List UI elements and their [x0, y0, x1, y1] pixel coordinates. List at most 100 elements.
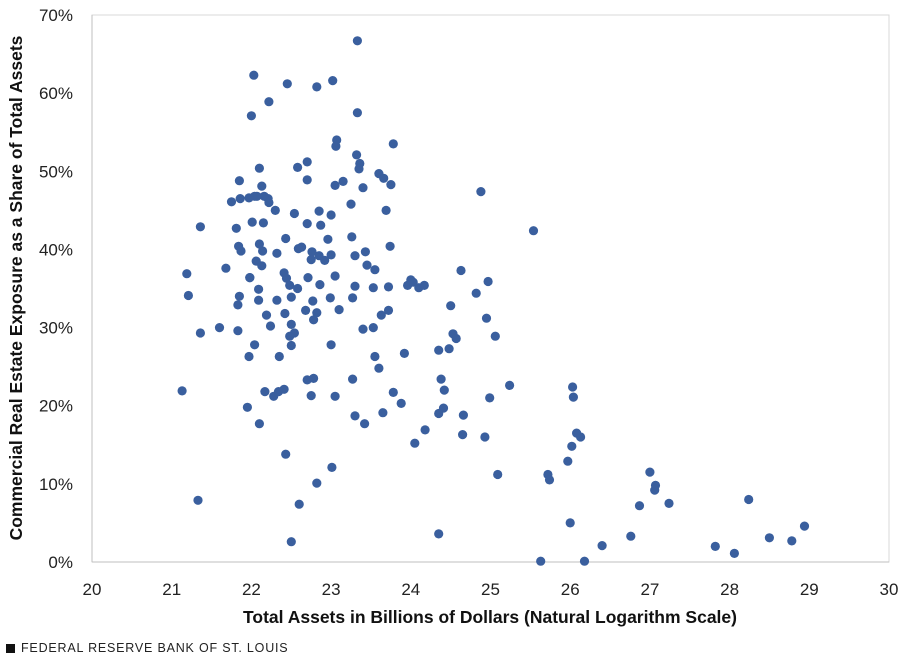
data-point [286, 340, 296, 351]
data-point [434, 408, 444, 419]
x-tick-label: 29 [800, 580, 819, 599]
data-point [308, 296, 318, 306]
data-point [312, 478, 322, 488]
data-point [476, 187, 486, 197]
data-point [483, 276, 493, 287]
y-axis-title: Commercial Real Estate Exposure as a Sha… [6, 35, 26, 540]
data-point [302, 219, 312, 229]
data-point [451, 333, 461, 344]
data-point [252, 191, 262, 201]
data-point [282, 79, 292, 89]
data-point [330, 271, 340, 281]
x-tick-label: 26 [561, 580, 580, 599]
x-tick-label: 20 [83, 580, 102, 599]
data-point [352, 36, 362, 46]
data-point [195, 222, 205, 232]
data-point [246, 111, 256, 121]
data-point [376, 310, 386, 320]
y-tick-label: 30% [39, 319, 73, 338]
data-point [280, 308, 290, 319]
data-point [235, 194, 245, 204]
data-point [289, 208, 299, 219]
data-point [396, 398, 406, 408]
data-point [481, 313, 492, 323]
data-point [302, 157, 312, 167]
data-point [286, 319, 296, 329]
data-point [316, 220, 326, 230]
data-point [285, 280, 295, 290]
data-point [303, 273, 313, 283]
data-point [568, 382, 578, 392]
data-point [348, 374, 358, 384]
data-point [664, 498, 674, 508]
footer-text: FEDERAL RESERVE BANK OF ST. LOUIS [21, 641, 289, 655]
data-point [234, 176, 244, 186]
data-point [254, 284, 264, 294]
square-bullet-icon [6, 643, 15, 653]
data-point [388, 387, 398, 397]
data-point [338, 176, 348, 186]
data-point [294, 499, 304, 509]
x-axis-title: Total Assets in Billions of Dollars (Nat… [243, 607, 737, 627]
data-point [352, 108, 362, 118]
data-point [272, 248, 282, 258]
data-point [471, 288, 481, 298]
data-point [505, 380, 515, 390]
data-point [480, 432, 490, 442]
y-tick-label: 70% [39, 6, 73, 25]
data-point [383, 282, 394, 292]
data-point [236, 246, 246, 256]
data-point [231, 223, 241, 233]
data-point [293, 283, 303, 294]
data-point [360, 419, 370, 429]
data-point [458, 410, 468, 420]
data-point [446, 301, 456, 311]
data-point [381, 205, 391, 215]
data-point [233, 300, 243, 310]
data-point [379, 173, 389, 183]
data-point [257, 181, 267, 191]
data-point [177, 386, 187, 396]
data-point [729, 548, 740, 559]
data-point [358, 324, 368, 334]
data-point [358, 183, 368, 193]
data-point [330, 180, 340, 190]
data-point [326, 340, 336, 350]
data-point [326, 250, 336, 260]
data-point [301, 305, 311, 315]
data-point [183, 290, 193, 301]
data-point [234, 291, 244, 301]
data-point [182, 269, 192, 279]
data-point [254, 295, 264, 305]
data-point [744, 494, 754, 505]
data-point [261, 310, 272, 320]
data-point [485, 393, 495, 403]
data-point [331, 141, 341, 151]
data-point [347, 232, 357, 242]
x-tick-label: 30 [880, 580, 899, 599]
data-point [330, 391, 340, 401]
y-tick-label: 50% [39, 162, 73, 181]
data-point [493, 469, 503, 480]
data-point [334, 305, 344, 315]
data-point [309, 315, 319, 325]
data-point [260, 387, 270, 397]
data-point [293, 162, 303, 172]
data-point [320, 255, 330, 265]
data-point [370, 265, 380, 275]
data-point [264, 97, 274, 107]
data-point [193, 495, 203, 505]
data-point [323, 234, 333, 244]
data-point [579, 556, 590, 566]
data-point [346, 199, 356, 209]
data-point [307, 247, 317, 257]
data-point [254, 163, 264, 173]
data-point [293, 244, 303, 254]
x-tick-label: 28 [720, 580, 739, 599]
data-point [269, 391, 279, 401]
data-point [383, 305, 394, 315]
data-point [274, 351, 284, 362]
data-point [272, 295, 282, 305]
data-point [458, 430, 468, 440]
